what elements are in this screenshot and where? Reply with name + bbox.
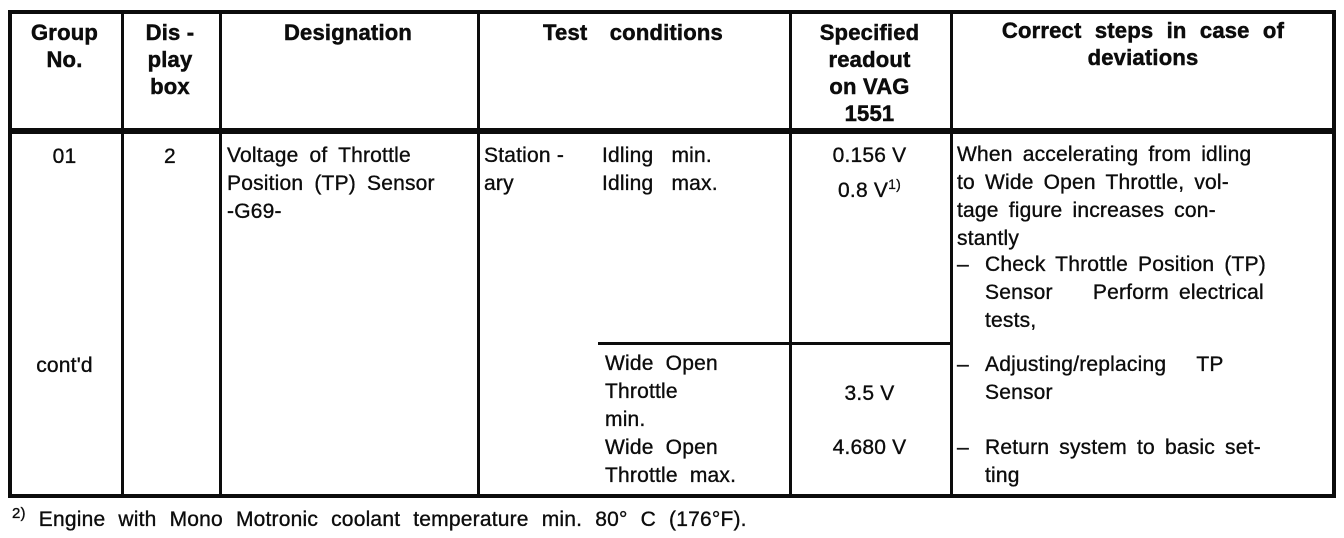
column-divider-designation-test bbox=[477, 10, 480, 498]
page-footnote: 2) Engine with Mono Motronic coolant tem… bbox=[12, 505, 1012, 532]
correct-steps-bullet-2: – Adjusting/replacing TP Sensor bbox=[957, 351, 1337, 407]
header-designation: Designation bbox=[283, 20, 413, 46]
header-display-box: Dis - play box bbox=[145, 20, 195, 100]
cell-designation: Voltage of Throttle Position (TP) Sensor… bbox=[227, 144, 435, 223]
correct-steps-bullet-3: – Return system to basic set- ting bbox=[957, 434, 1337, 490]
footnote-marker: 2) bbox=[12, 505, 26, 522]
table-border-right bbox=[1332, 10, 1336, 498]
table-border-bottom bbox=[8, 494, 1336, 498]
footnote-ref-1: 1) bbox=[888, 176, 901, 192]
bullet-text: Adjusting/replacing TP Sensor bbox=[985, 353, 1224, 404]
bullet-dash: – bbox=[957, 436, 969, 459]
bullet-text: Return system to basic set- ting bbox=[985, 436, 1261, 487]
header-group-no: Group No. bbox=[31, 20, 98, 73]
cell-test-condition-wot: Wide Open Throttle min. Wide Open Thrott… bbox=[605, 352, 737, 487]
cell-group-contd: cont'd bbox=[36, 354, 93, 377]
column-divider-display-designation bbox=[219, 10, 222, 498]
readout-idling-min: 0.156 V bbox=[832, 144, 907, 167]
cell-test-condition-state: Station - ary bbox=[484, 144, 565, 195]
bullet-dash: – bbox=[957, 353, 969, 376]
test-conditions-sub-divider-line bbox=[598, 342, 953, 345]
column-divider-readout-steps bbox=[950, 10, 953, 498]
column-divider-group-display bbox=[121, 10, 124, 498]
readout-idling-max: 0.8 V bbox=[838, 179, 889, 202]
cell-test-condition-idling: Idling min. Idling max. bbox=[602, 144, 718, 195]
header-separator-line bbox=[8, 128, 1336, 134]
cell-display-box: 2 bbox=[164, 145, 176, 168]
footnote-text: Engine with Mono Motronic coolant temper… bbox=[25, 508, 747, 531]
cell-readout-idling: 0.156 V 0.8 V1) bbox=[789, 142, 950, 205]
cell-correct-steps-intro: When accelerating from idling to Wide Op… bbox=[957, 143, 1252, 250]
column-divider-test-readout bbox=[789, 10, 792, 498]
bullet-text: Check Throttle Position (TP) Sensor Perf… bbox=[985, 253, 1266, 332]
header-specified-readout: Specified readout on VAG 1551 bbox=[819, 20, 920, 127]
header-test-conditions: Test conditions bbox=[543, 20, 723, 46]
cell-readout-wot-min: 3.5 V bbox=[844, 382, 895, 405]
header-correct-steps: Correct steps in case of deviations bbox=[1001, 18, 1285, 71]
table-border-top bbox=[8, 10, 1336, 14]
bullet-dash: – bbox=[957, 253, 969, 276]
cell-group-no: 01 bbox=[52, 145, 77, 168]
correct-steps-bullet-1: – Check Throttle Position (TP) Sensor Pe… bbox=[957, 251, 1337, 335]
cell-readout-wot-max: 4.680 V bbox=[832, 436, 907, 459]
table-border-left bbox=[8, 10, 12, 498]
